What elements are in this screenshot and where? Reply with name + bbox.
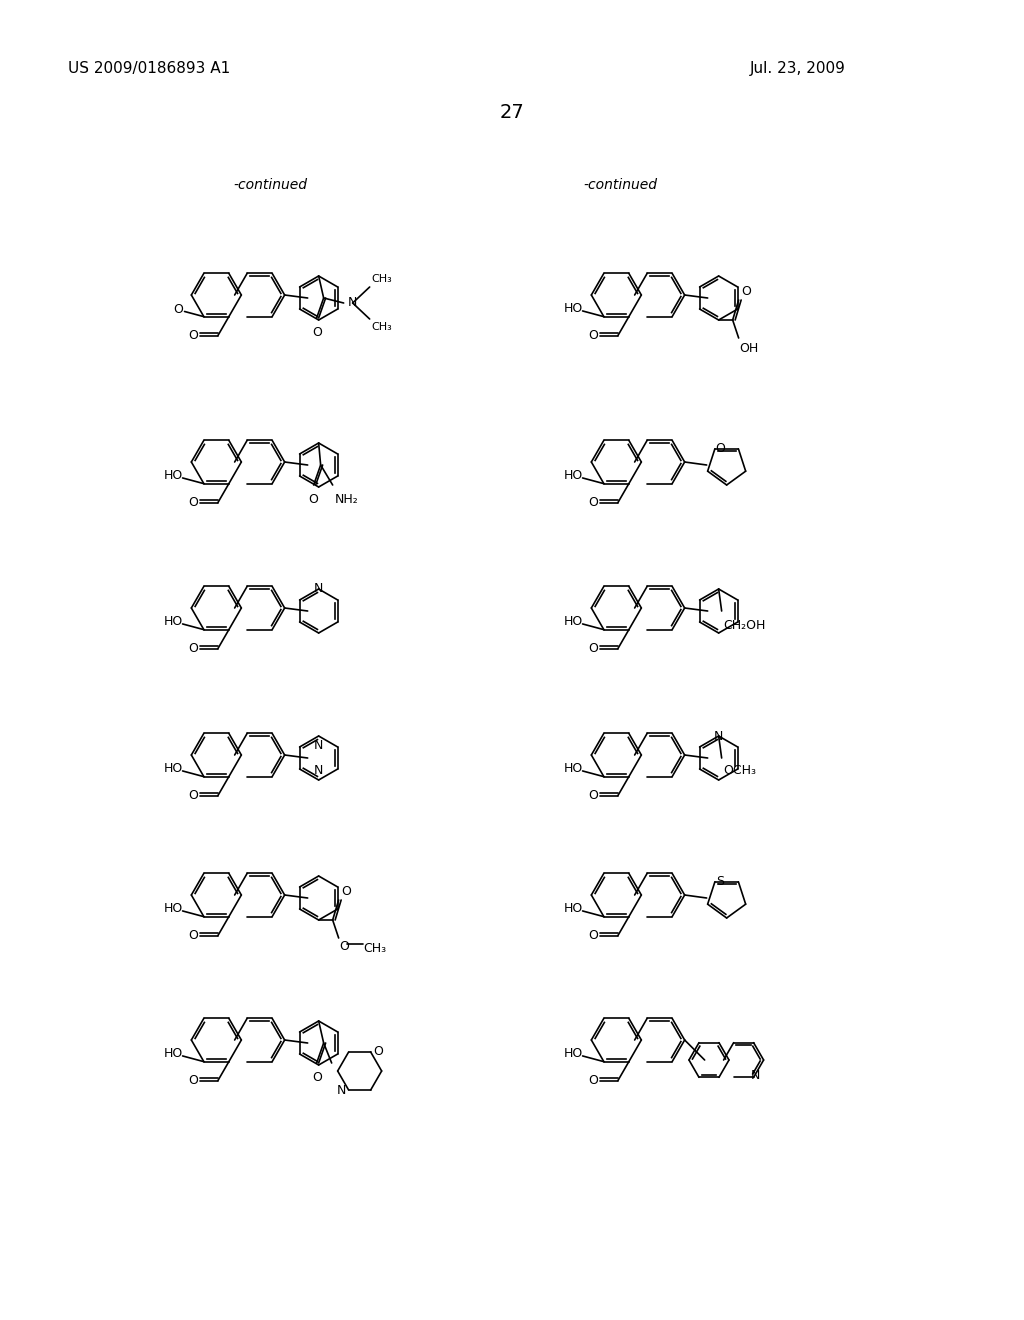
Text: O: O xyxy=(588,789,598,803)
Text: 27: 27 xyxy=(500,103,524,121)
Text: O: O xyxy=(588,496,598,510)
Text: HO: HO xyxy=(163,762,182,775)
Text: HO: HO xyxy=(563,302,583,315)
Text: N: N xyxy=(336,1084,346,1097)
Text: O: O xyxy=(374,1045,384,1059)
Text: O: O xyxy=(312,326,323,339)
Text: O: O xyxy=(588,1074,598,1088)
Text: HO: HO xyxy=(563,762,583,775)
Text: N: N xyxy=(751,1069,760,1082)
Text: N: N xyxy=(314,582,324,595)
Text: NH₂: NH₂ xyxy=(335,492,358,506)
Text: O: O xyxy=(741,285,752,298)
Text: HO: HO xyxy=(563,1047,583,1060)
Text: O: O xyxy=(188,496,198,510)
Text: O: O xyxy=(715,442,725,455)
Text: OCH₃: OCH₃ xyxy=(724,764,757,777)
Text: N: N xyxy=(314,739,324,752)
Text: OH: OH xyxy=(739,342,759,355)
Text: HO: HO xyxy=(163,615,182,628)
Text: O: O xyxy=(340,940,349,953)
Text: CH₃: CH₃ xyxy=(372,322,392,333)
Text: N: N xyxy=(714,730,723,742)
Text: O: O xyxy=(588,929,598,942)
Text: -continued: -continued xyxy=(583,178,657,191)
Text: O: O xyxy=(588,643,598,655)
Text: -continued: -continued xyxy=(233,178,307,191)
Text: N: N xyxy=(348,297,357,309)
Text: O: O xyxy=(308,492,318,506)
Text: CH₂OH: CH₂OH xyxy=(724,619,766,632)
Text: HO: HO xyxy=(163,1047,182,1060)
Text: HO: HO xyxy=(563,902,583,915)
Text: O: O xyxy=(188,643,198,655)
Text: HO: HO xyxy=(563,615,583,628)
Text: O: O xyxy=(188,1074,198,1088)
Text: Jul. 23, 2009: Jul. 23, 2009 xyxy=(750,61,846,75)
Text: CH₃: CH₃ xyxy=(372,275,392,284)
Text: HO: HO xyxy=(563,469,583,482)
Text: O: O xyxy=(588,329,598,342)
Text: O: O xyxy=(173,304,182,317)
Text: O: O xyxy=(188,329,198,342)
Text: O: O xyxy=(312,1071,323,1084)
Text: HO: HO xyxy=(163,902,182,915)
Text: US 2009/0186893 A1: US 2009/0186893 A1 xyxy=(68,61,230,75)
Text: O: O xyxy=(342,884,351,898)
Text: S: S xyxy=(716,875,724,888)
Text: CH₃: CH₃ xyxy=(364,942,387,954)
Text: O: O xyxy=(188,929,198,942)
Text: N: N xyxy=(314,764,324,777)
Text: O: O xyxy=(188,789,198,803)
Text: HO: HO xyxy=(163,469,182,482)
